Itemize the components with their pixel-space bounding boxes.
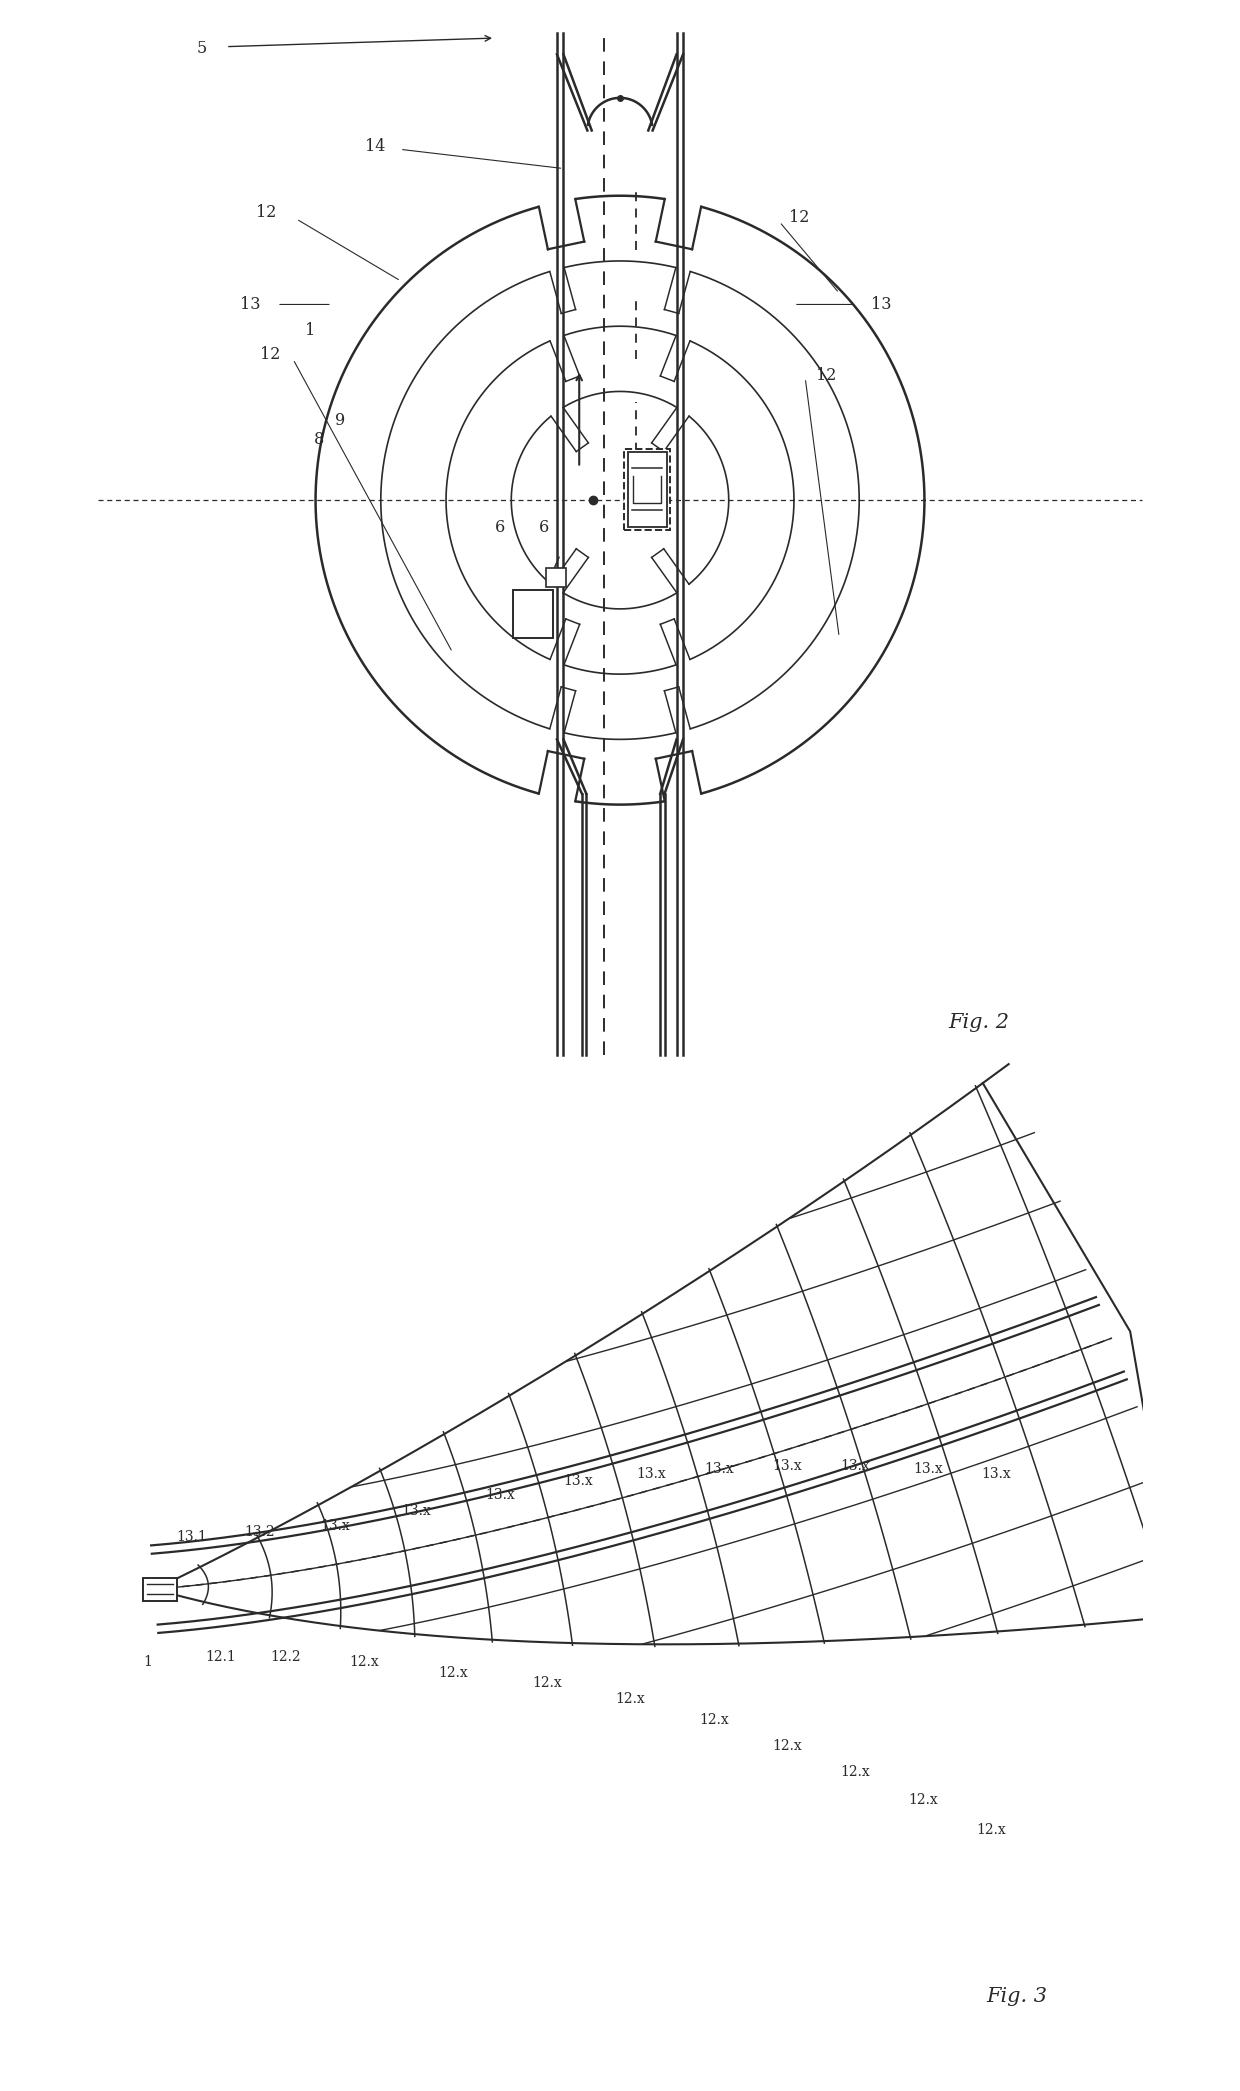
Bar bbox=[625, 447, 670, 529]
Text: 6: 6 bbox=[495, 519, 506, 535]
Text: 13.x: 13.x bbox=[402, 1503, 432, 1518]
Text: 13.x: 13.x bbox=[704, 1462, 734, 1476]
Text: 8: 8 bbox=[314, 431, 324, 447]
Text: 13.x: 13.x bbox=[563, 1474, 593, 1489]
Text: 12: 12 bbox=[257, 203, 277, 220]
Text: 5: 5 bbox=[196, 40, 207, 56]
Text: 12.x: 12.x bbox=[532, 1677, 562, 1690]
Text: 13.x: 13.x bbox=[773, 1460, 802, 1472]
Text: 13.2: 13.2 bbox=[244, 1524, 274, 1539]
Bar bbox=[627, 452, 667, 527]
Text: 12.x: 12.x bbox=[909, 1794, 939, 1807]
Text: 13.x: 13.x bbox=[914, 1462, 944, 1476]
Text: 12: 12 bbox=[816, 366, 837, 383]
Text: 6: 6 bbox=[538, 519, 549, 535]
Bar bbox=[144, 1577, 177, 1602]
Text: 9: 9 bbox=[336, 412, 346, 429]
Text: 13.1: 13.1 bbox=[176, 1531, 207, 1543]
Text: 13.x: 13.x bbox=[841, 1460, 870, 1472]
Text: 1: 1 bbox=[143, 1656, 151, 1669]
Text: 1: 1 bbox=[305, 322, 315, 339]
Text: 12.x: 12.x bbox=[699, 1713, 729, 1727]
Text: 13.x: 13.x bbox=[636, 1468, 666, 1480]
Text: 12: 12 bbox=[789, 209, 810, 226]
Text: 13: 13 bbox=[870, 297, 892, 314]
Text: 14: 14 bbox=[365, 138, 386, 155]
Text: 12.x: 12.x bbox=[348, 1656, 378, 1669]
Text: 12.2: 12.2 bbox=[270, 1650, 301, 1664]
Text: 12.x: 12.x bbox=[615, 1692, 645, 1706]
Text: 12.x: 12.x bbox=[438, 1667, 467, 1679]
Text: Fig. 3: Fig. 3 bbox=[987, 1986, 1048, 2007]
Text: 12: 12 bbox=[259, 345, 280, 364]
Text: 12.1: 12.1 bbox=[206, 1650, 236, 1664]
Text: 12.x: 12.x bbox=[841, 1765, 870, 1779]
Text: 13.x: 13.x bbox=[321, 1520, 351, 1533]
Bar bbox=[513, 590, 553, 638]
Text: 13.x: 13.x bbox=[485, 1489, 515, 1501]
Text: Fig. 2: Fig. 2 bbox=[949, 1012, 1009, 1031]
Text: 13: 13 bbox=[241, 297, 260, 314]
Text: 12.x: 12.x bbox=[976, 1823, 1006, 1836]
Text: 12.x: 12.x bbox=[773, 1740, 802, 1752]
Text: 13.x: 13.x bbox=[982, 1468, 1012, 1480]
Bar bbox=[546, 567, 565, 588]
